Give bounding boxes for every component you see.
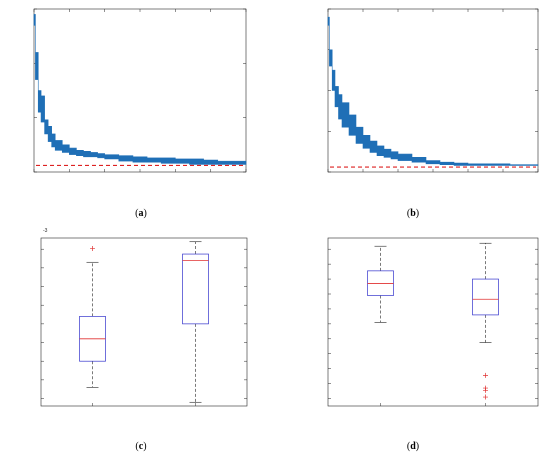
axes-frame bbox=[327, 8, 539, 173]
iqr-box bbox=[182, 253, 209, 325]
axes-frame bbox=[40, 237, 248, 407]
caption-c: (c) bbox=[135, 441, 146, 452]
caption-d: (d) bbox=[407, 441, 419, 452]
panel-c-me-boxplot: -3 bbox=[40, 228, 248, 407]
iqr-box bbox=[472, 278, 499, 316]
caption-a: (a) bbox=[135, 208, 147, 219]
axes-frame bbox=[327, 237, 539, 407]
outlier-marker bbox=[483, 372, 488, 378]
uncertainty-band bbox=[327, 16, 539, 166]
panel-d-ia-boxplot bbox=[327, 237, 539, 407]
caption-b: (b) bbox=[407, 208, 419, 219]
outlier-marker bbox=[90, 245, 95, 251]
panel-b-rmse-convergence bbox=[327, 8, 539, 173]
uncertainty-band bbox=[33, 14, 247, 165]
outlier-marker bbox=[483, 387, 488, 393]
y-exponent-power: -3 bbox=[43, 228, 48, 234]
outlier-marker bbox=[483, 394, 488, 400]
y-exponent-label: -3 bbox=[43, 228, 48, 234]
panel-a-rmse-convergence bbox=[33, 8, 247, 173]
